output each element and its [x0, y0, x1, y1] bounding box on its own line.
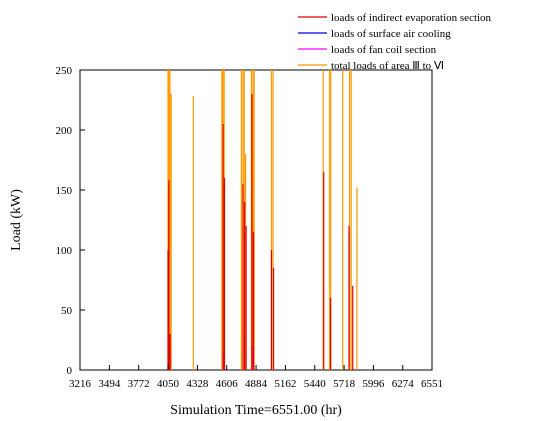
- legend-label: loads of surface air cooling: [331, 28, 451, 40]
- x-tick-label: 3216: [69, 378, 92, 390]
- legend: loads of indirect evaporation section loa…: [298, 12, 492, 72]
- y-axis: 0 50 100 150 200 250: [56, 65, 85, 377]
- y-axis-title: Load (kW): [9, 189, 24, 251]
- y-tick-label: 150: [56, 185, 73, 197]
- x-tick-label: 4050: [157, 378, 180, 390]
- x-tick-label: 4606: [216, 378, 239, 390]
- legend-label: loads of fan coil section: [331, 44, 437, 56]
- y-tick-label: 200: [56, 125, 73, 137]
- plot-frame: [79, 69, 433, 371]
- x-tick-label: 4328: [186, 378, 209, 390]
- data-marks: [167, 70, 358, 370]
- x-tick-label: 5996: [362, 378, 385, 390]
- x-axis-title: Simulation Time=6551.00 (hr): [170, 403, 342, 418]
- y-tick-label: 250: [56, 65, 73, 77]
- y-tick-label: 50: [61, 305, 73, 317]
- x-tick-label: 6551: [421, 378, 443, 390]
- x-tick-label: 3494: [98, 378, 121, 390]
- legend-label: loads of indirect evaporation section: [331, 12, 492, 24]
- y-tick-label: 0: [67, 365, 73, 377]
- x-tick-label: 3772: [128, 378, 150, 390]
- x-tick-label: 5440: [304, 378, 327, 390]
- x-tick-label: 5162: [274, 378, 296, 390]
- x-tick-label: 5718: [333, 378, 356, 390]
- x-axis: 3216 3494 3772 4050 4328 4606 4884 5162 5440 5718…: [69, 365, 443, 390]
- x-tick-label: 6274: [392, 378, 415, 390]
- x-tick-label: 4884: [245, 378, 268, 390]
- legend-label: total loads of area Ⅲ to Ⅵ: [331, 60, 444, 72]
- y-tick-label: 100: [56, 245, 73, 257]
